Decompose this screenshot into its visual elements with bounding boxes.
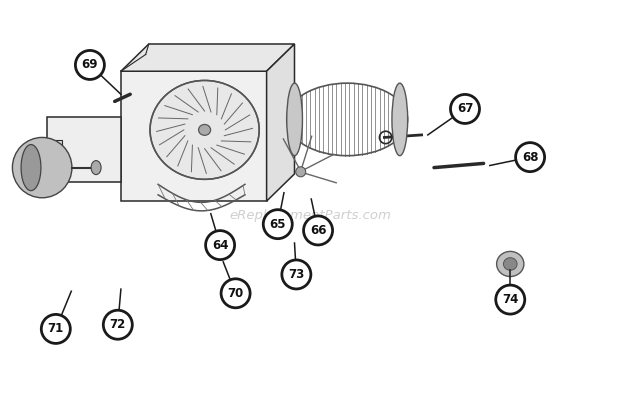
Circle shape [76, 50, 104, 80]
Ellipse shape [287, 83, 303, 156]
Circle shape [304, 216, 332, 245]
Ellipse shape [503, 258, 517, 270]
Ellipse shape [150, 80, 259, 179]
Circle shape [296, 167, 306, 177]
Circle shape [104, 310, 132, 339]
Circle shape [496, 285, 525, 314]
Text: 69: 69 [82, 58, 98, 72]
Text: 72: 72 [110, 318, 126, 331]
Text: 66: 66 [310, 224, 326, 237]
Polygon shape [121, 44, 294, 71]
Ellipse shape [21, 145, 41, 191]
Text: 70: 70 [228, 287, 244, 300]
Text: eReplacementParts.com: eReplacementParts.com [229, 209, 391, 222]
Text: 64: 64 [212, 238, 228, 252]
Ellipse shape [12, 137, 72, 198]
Ellipse shape [198, 124, 211, 135]
Text: 68: 68 [522, 150, 538, 164]
Ellipse shape [392, 83, 408, 156]
Ellipse shape [91, 160, 101, 175]
Text: 71: 71 [48, 322, 64, 336]
Ellipse shape [497, 251, 524, 277]
Circle shape [206, 230, 234, 260]
Circle shape [221, 279, 250, 308]
Circle shape [516, 142, 544, 172]
Circle shape [451, 94, 479, 124]
Polygon shape [267, 44, 294, 201]
Circle shape [42, 314, 70, 344]
Circle shape [282, 260, 311, 289]
Text: 73: 73 [288, 268, 304, 281]
Text: 67: 67 [457, 102, 473, 116]
Text: 65: 65 [270, 217, 286, 231]
Polygon shape [121, 71, 267, 201]
Polygon shape [46, 117, 121, 182]
Circle shape [264, 210, 292, 239]
Text: 74: 74 [502, 293, 518, 306]
Polygon shape [46, 140, 62, 159]
